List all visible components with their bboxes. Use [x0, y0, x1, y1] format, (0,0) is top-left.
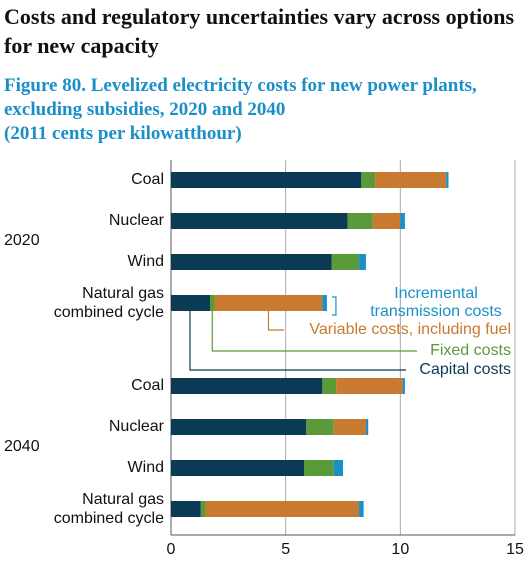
bar-segment: [333, 460, 343, 476]
category-label: Coal: [131, 171, 164, 188]
legend-label: Incremental transmission costs: [370, 285, 502, 320]
bar-segment: [446, 172, 449, 188]
bar-segment: [171, 213, 348, 229]
bar-segment: [333, 419, 366, 435]
category-label: Coal: [131, 377, 164, 394]
bar-segment: [372, 213, 401, 229]
x-tick-label: 0: [167, 541, 176, 558]
chart-subtitle: (2011 cents per kilowatthour): [4, 123, 242, 144]
leader-line: [211, 311, 417, 352]
bar-segment: [306, 419, 334, 435]
bar-segment: [171, 501, 201, 517]
x-tick-label: 15: [506, 541, 524, 558]
group-label: 2020: [4, 232, 40, 249]
x-tick-label: 10: [391, 541, 409, 558]
bar-segment: [347, 213, 373, 229]
bar-segment: [171, 254, 332, 270]
bar-segment: [171, 295, 210, 311]
category-label: Natural gas combined cycle: [53, 491, 164, 527]
bar-segment: [402, 378, 405, 394]
bar-segment: [359, 254, 366, 270]
bar-segment: [171, 460, 305, 476]
category-label: Wind: [127, 459, 164, 476]
bar-segment: [365, 419, 369, 435]
bar-segment: [361, 172, 376, 188]
leader-line: [189, 311, 406, 371]
bar-segment: [359, 501, 364, 517]
category-label: Natural gas combined cycle: [53, 285, 164, 321]
legend-label: Variable costs, including fuel: [309, 321, 511, 338]
bar-segment: [304, 460, 334, 476]
bar-segment: [171, 419, 307, 435]
bar-segment: [205, 501, 360, 517]
bar-segment: [171, 378, 323, 394]
x-tick-label: 5: [281, 541, 290, 558]
bar-segment: [400, 213, 405, 229]
bar-segment: [375, 172, 447, 188]
bar-segment: [214, 295, 323, 311]
leader-line: [331, 296, 337, 316]
headline: Costs and regulatory uncertainties vary …: [4, 4, 515, 58]
group-label: 2040: [4, 438, 40, 455]
bar-segment: [336, 378, 403, 394]
bar-segment: [209, 295, 215, 311]
leader-line: [267, 311, 284, 331]
legend-label: Capital costs: [419, 361, 511, 378]
legend-label: Fixed costs: [430, 342, 511, 359]
bar-segment: [200, 501, 206, 517]
bar-segment: [331, 254, 360, 270]
category-label: Wind: [127, 253, 164, 270]
chart-title: Figure 80. Levelized electricity costs f…: [4, 75, 477, 120]
category-label: Nuclear: [108, 212, 164, 229]
bar-segment: [322, 295, 327, 311]
bar-segment: [171, 172, 362, 188]
category-label: Nuclear: [108, 418, 164, 435]
bar-segment: [322, 378, 337, 394]
